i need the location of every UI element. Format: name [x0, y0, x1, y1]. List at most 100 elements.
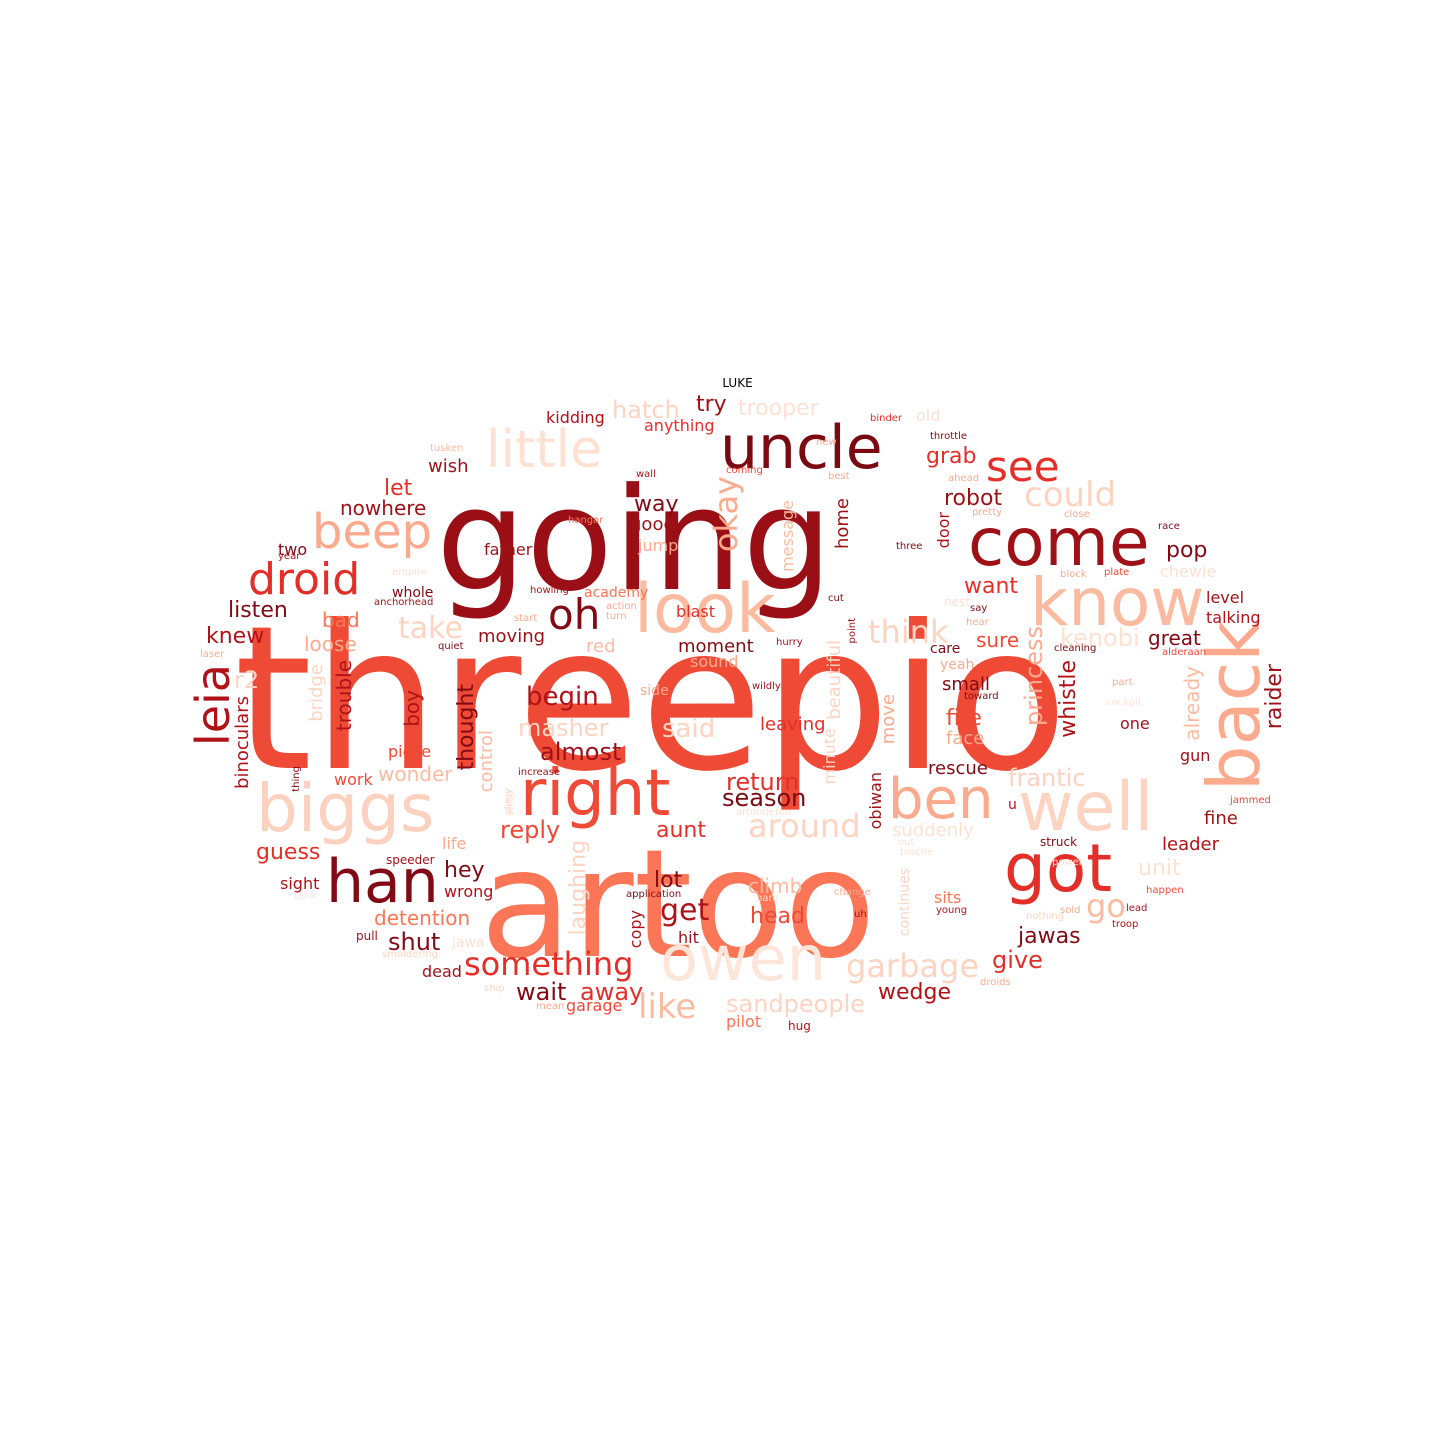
word-year: year — [278, 551, 301, 562]
word-application: application — [626, 889, 682, 900]
word-block: block — [1060, 569, 1087, 580]
word-good: good — [630, 514, 675, 535]
word-wish: wish — [428, 456, 469, 477]
word-binoculars: binoculars — [232, 696, 253, 789]
word-princess: princess — [1020, 626, 1048, 726]
word-right: right — [520, 757, 671, 831]
word-want: want — [964, 574, 1019, 599]
word-trouble: trouble — [332, 660, 356, 732]
word-hit: hit — [678, 928, 699, 947]
word-garage: garage — [566, 996, 623, 1015]
word-rescue: rescue — [928, 758, 988, 779]
word-said: said — [662, 714, 716, 744]
word-oh: oh — [548, 590, 601, 639]
word-well: well — [1018, 768, 1154, 847]
word-kenobi: kenobi — [1060, 624, 1140, 652]
word-work: work — [334, 770, 373, 789]
word-best: best — [828, 471, 850, 482]
word-begin: begin — [526, 682, 599, 712]
word-copy: copy — [626, 910, 645, 949]
word-thing: thing — [291, 766, 302, 792]
word-knew: knew — [206, 624, 265, 649]
word-jump: jump — [638, 536, 679, 555]
word-academy: academy — [584, 585, 649, 601]
word-anything: anything — [644, 416, 715, 435]
word-cockpit: cockpit — [1106, 697, 1142, 708]
word-blast: blast — [676, 602, 716, 621]
word-jawas: jawas — [1018, 924, 1081, 949]
word-hey: hey — [444, 858, 485, 883]
word-part: part — [1112, 677, 1133, 688]
word-tosche: tosche — [900, 847, 934, 858]
word-life: life — [442, 834, 467, 853]
word-red: red — [586, 636, 616, 657]
word-come: come — [968, 504, 1150, 581]
word-lot: lot — [654, 868, 683, 893]
word-unit: unit — [1138, 856, 1181, 881]
word-detention: detention — [374, 906, 471, 930]
word-one: one — [1120, 714, 1150, 733]
word-smoldering: smoldering — [382, 949, 438, 960]
word-pretty: pretty — [972, 507, 1003, 518]
word-throttle: throttle — [930, 431, 968, 442]
word-wedge: wedge — [878, 980, 951, 1005]
word-climb: climb — [748, 874, 803, 898]
word-sure: sure — [976, 628, 1020, 652]
word-speeder: speeder — [386, 853, 435, 867]
word-jammed: jammed — [1230, 795, 1271, 806]
word-kidding: kidding — [546, 408, 605, 427]
word-u: u — [1008, 797, 1017, 813]
word-father: father — [484, 540, 533, 559]
word-race: race — [1158, 521, 1180, 532]
word-anchorhead: anchorhead — [374, 597, 434, 608]
word-sandpeople: sandpeople — [726, 990, 866, 1018]
word-ben: ben — [888, 767, 994, 832]
word-empire: empire — [392, 567, 428, 578]
word-move: move — [878, 694, 899, 745]
word-happen: happen — [1146, 885, 1184, 896]
word-frantic: frantic — [1008, 764, 1086, 792]
word-yeah: yeah — [940, 657, 975, 673]
word-fine: fine — [1204, 808, 1238, 829]
word-season: season — [722, 784, 807, 812]
word-lead: lead — [1126, 903, 1148, 914]
word-threepio: threepio — [234, 583, 1068, 816]
word-almost: almost — [540, 738, 622, 766]
word-raider: raider — [1262, 664, 1287, 730]
word-beep: beep — [312, 504, 432, 560]
word-laughing: laughing — [566, 840, 591, 936]
chart-title: LUKE — [722, 376, 753, 390]
word-ship: ship — [484, 983, 505, 994]
word-nest: nest — [944, 595, 970, 609]
word-around: around — [748, 807, 861, 845]
word-care: care — [930, 641, 961, 657]
word-little: little — [486, 420, 603, 480]
word-leia: leia — [186, 664, 240, 747]
word-young: young — [936, 905, 968, 916]
word-struck: struck — [1040, 835, 1078, 849]
word-binder: binder — [870, 413, 903, 424]
word-trooper: trooper — [738, 396, 819, 421]
word-toward: toward — [964, 691, 999, 702]
word-troop: troop — [1112, 919, 1139, 930]
word-control: control — [476, 730, 497, 793]
word-dead: dead — [422, 962, 462, 981]
word-give: give — [992, 946, 1043, 974]
word-hurry: hurry — [776, 637, 803, 648]
word-uncle: uncle — [720, 413, 883, 483]
word-wonder: wonder — [378, 762, 453, 786]
word-message: message — [778, 500, 797, 572]
word-tank: tank — [294, 891, 317, 902]
word-already: already — [1180, 666, 1204, 741]
word-let: let — [384, 476, 413, 501]
word-three: three — [896, 541, 923, 552]
word-guess: guess — [256, 840, 321, 865]
word-okay: okay — [707, 476, 745, 553]
word-hard: hard — [756, 893, 779, 904]
word-bridge: bridge — [306, 664, 327, 722]
word-jawa: jawa — [452, 935, 485, 951]
word-obiwan: obiwan — [866, 772, 885, 830]
word-pull: pull — [356, 929, 378, 943]
word-wall: wall — [636, 469, 656, 480]
